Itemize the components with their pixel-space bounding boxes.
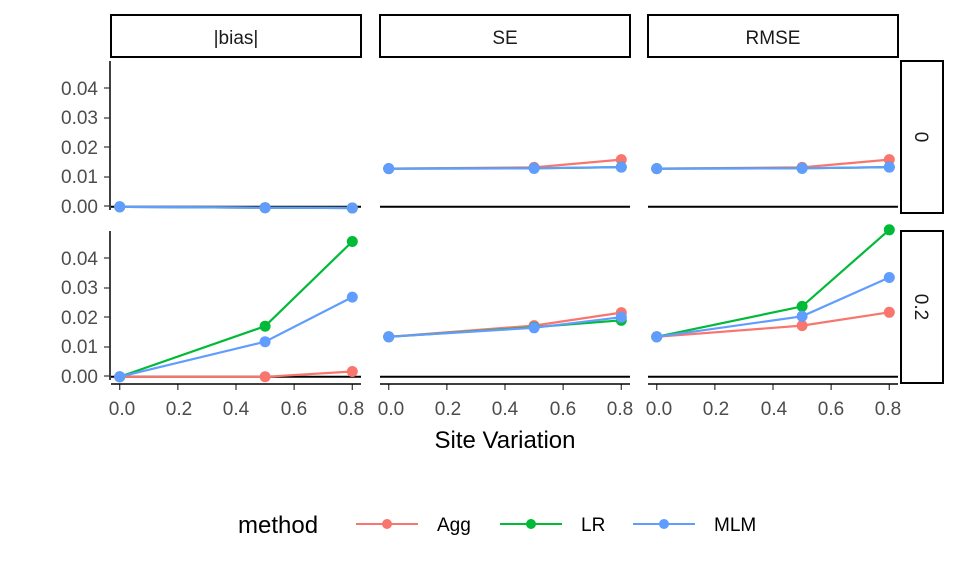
data-point-mlm xyxy=(615,311,627,323)
panels xyxy=(111,154,898,390)
data-point-mlm xyxy=(651,331,663,343)
series-line-mlm xyxy=(119,205,353,210)
strip-label-row-0-2: 0.2 xyxy=(910,294,931,320)
strip-label-bias: |bias| xyxy=(214,28,259,49)
series-line-lr xyxy=(119,240,354,378)
y-tick-label: 0.03 xyxy=(61,278,98,299)
y-tick-label: 0.01 xyxy=(61,167,98,188)
y-tick-label: 0.02 xyxy=(61,138,98,159)
x-tick-label: 0.6 xyxy=(818,399,844,420)
data-point-mlm xyxy=(528,322,540,334)
data-point-mlm xyxy=(259,202,271,214)
data-point-mlm xyxy=(651,163,663,175)
panel-0-se xyxy=(380,154,630,208)
legend-label-agg: Agg xyxy=(437,515,471,536)
y-tick-label: 0.00 xyxy=(61,197,98,218)
series-line-agg xyxy=(656,311,890,338)
series-line-agg xyxy=(388,311,622,338)
x-axis-title: Site Variation xyxy=(435,427,576,454)
x-tick-label: 0.6 xyxy=(281,399,307,420)
panel-0-rmse xyxy=(648,154,898,208)
row-strips: 0 0.2 xyxy=(900,60,944,384)
data-point-mlm xyxy=(346,202,358,214)
x-axis: 0.0 0.2 0.4 0.6 0.8 0.0 0.2 0.4 0.6 0.8 … xyxy=(109,399,901,420)
y-tick-label: 0.03 xyxy=(61,108,98,129)
legend-label-lr: LR xyxy=(581,515,605,536)
x-axis-col-1: 0.0 0.2 0.4 0.6 0.8 xyxy=(109,399,364,420)
panel-0-bias xyxy=(111,201,361,214)
y-tick-label: 0.02 xyxy=(61,308,98,329)
y-tick-label: 0.01 xyxy=(61,337,98,358)
x-axis-col-2: 0.0 0.2 0.4 0.6 0.8 xyxy=(378,399,633,420)
data-point-lr xyxy=(796,300,808,312)
legend-label-mlm: MLM xyxy=(714,515,756,536)
legend-key-point-mlm xyxy=(659,519,669,529)
data-point-agg xyxy=(796,320,808,332)
data-point-mlm xyxy=(114,201,126,213)
x-tick-label: 0.2 xyxy=(435,399,461,420)
data-point-mlm xyxy=(346,291,358,303)
x-tick-label: 0.4 xyxy=(492,399,519,420)
data-point-mlm xyxy=(383,331,395,343)
y-axis-row-1: 0.00 0.01 0.02 0.03 0.04 xyxy=(61,61,111,218)
x-tick-label: 0.0 xyxy=(109,399,135,420)
data-point-lr xyxy=(346,236,358,247)
x-tick-label: 0.8 xyxy=(338,399,364,420)
data-point-mlm xyxy=(259,336,271,348)
y-tick-label: 0.04 xyxy=(61,79,98,100)
legend: method Agg LR MLM xyxy=(238,512,756,539)
data-point-mlm xyxy=(383,163,395,175)
x-tick-label: 0.0 xyxy=(646,399,672,420)
data-point-mlm xyxy=(114,371,126,383)
strip-col-2 xyxy=(379,14,631,58)
legend-title: method xyxy=(238,512,318,539)
data-point-mlm xyxy=(796,162,808,174)
x-tick-label: 0.2 xyxy=(166,399,192,420)
strip-label-row-0: 0 xyxy=(910,132,931,143)
legend-item-mlm: MLM xyxy=(633,515,756,536)
x-tick-label: 0.8 xyxy=(607,399,633,420)
x-tick-label: 0.2 xyxy=(703,399,729,420)
strip-label-se: SE xyxy=(492,28,517,49)
strip-row-2 xyxy=(900,230,944,384)
x-tick-label: 0.8 xyxy=(875,399,901,420)
strip-label-rmse: RMSE xyxy=(746,28,801,49)
legend-key-point-agg xyxy=(382,519,392,529)
data-point-lr xyxy=(259,320,271,332)
column-strips: |bias| SE RMSE xyxy=(110,14,899,58)
x-tick-label: 0.4 xyxy=(761,399,788,420)
data-point-lr xyxy=(883,224,895,236)
data-point-agg xyxy=(259,371,271,383)
x-tick-label: 0.6 xyxy=(550,399,576,420)
strip-row-1 xyxy=(900,60,944,214)
y-tick-label: 0.00 xyxy=(61,367,98,388)
legend-item-lr: LR xyxy=(500,515,605,536)
data-point-mlm xyxy=(615,161,627,173)
legend-key-point-lr xyxy=(526,519,536,529)
y-tick-label: 0.04 xyxy=(61,249,98,270)
strip-col-1 xyxy=(110,14,362,58)
x-axis-col-3: 0.0 0.2 0.4 0.6 0.8 xyxy=(646,399,901,420)
y-axis-row-2: 0.00 0.01 0.02 0.03 0.04 xyxy=(61,231,111,388)
data-point-agg xyxy=(346,366,358,377)
data-point-mlm xyxy=(796,310,808,322)
strip-col-3 xyxy=(647,14,899,58)
data-point-agg xyxy=(883,306,895,318)
panel-0-2-se xyxy=(380,307,630,390)
legend-item-agg: Agg xyxy=(356,515,471,536)
data-point-mlm xyxy=(528,162,540,174)
data-point-mlm xyxy=(883,272,895,283)
data-point-mlm xyxy=(883,161,895,173)
panel-0-2-bias xyxy=(111,236,361,390)
x-tick-label: 0.0 xyxy=(378,399,404,420)
x-tick-label: 0.4 xyxy=(223,399,250,420)
panel-0-2-rmse xyxy=(648,224,898,390)
